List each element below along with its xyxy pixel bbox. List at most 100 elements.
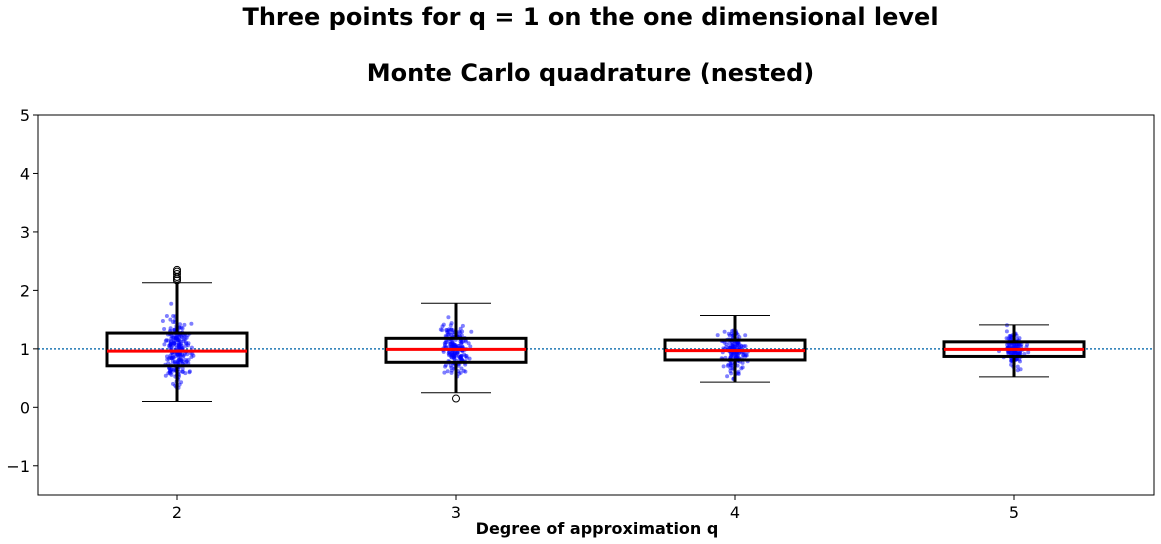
data-point bbox=[1018, 343, 1023, 348]
data-point bbox=[178, 322, 182, 327]
data-point bbox=[450, 340, 455, 345]
chart-subtitle: Monte Carlo quadrature (nested) bbox=[366, 59, 815, 87]
data-point bbox=[458, 326, 463, 331]
data-point bbox=[442, 370, 447, 375]
box-4 bbox=[663, 315, 807, 383]
data-point bbox=[443, 364, 448, 369]
data-point bbox=[448, 363, 453, 368]
data-point bbox=[452, 344, 457, 349]
data-point bbox=[443, 340, 448, 345]
data-point bbox=[162, 342, 167, 347]
data-point bbox=[169, 339, 174, 344]
data-point bbox=[440, 328, 445, 333]
data-point bbox=[177, 342, 182, 347]
data-point bbox=[1004, 329, 1009, 334]
data-point bbox=[445, 369, 450, 374]
data-point bbox=[1014, 333, 1019, 338]
data-point bbox=[174, 342, 179, 347]
data-point bbox=[737, 335, 742, 340]
data-point bbox=[179, 380, 184, 385]
y-tick-label: 3 bbox=[20, 223, 30, 242]
data-point bbox=[186, 361, 191, 366]
data-point bbox=[446, 315, 451, 320]
data-point bbox=[743, 353, 748, 357]
x-tick-label: 2 bbox=[172, 503, 182, 522]
data-point bbox=[715, 333, 720, 338]
data-point bbox=[174, 335, 179, 340]
data-point bbox=[728, 369, 733, 374]
data-point bbox=[446, 330, 451, 335]
data-point bbox=[743, 333, 748, 338]
data-point bbox=[728, 361, 733, 366]
data-point bbox=[170, 335, 175, 340]
box-5 bbox=[942, 324, 1086, 378]
data-point bbox=[165, 357, 170, 362]
data-point bbox=[189, 345, 194, 350]
data-point bbox=[180, 369, 185, 374]
data-point bbox=[172, 367, 176, 372]
data-point bbox=[1026, 350, 1031, 355]
data-point bbox=[165, 354, 169, 359]
data-point bbox=[721, 364, 726, 369]
data-point bbox=[730, 329, 734, 334]
y-axis-ticks: −1 0 1 2 3 4 5 bbox=[6, 106, 38, 476]
data-point bbox=[168, 317, 173, 322]
data-point bbox=[178, 357, 183, 362]
data-point bbox=[181, 354, 185, 359]
data-point bbox=[164, 314, 169, 318]
data-point bbox=[722, 329, 727, 334]
chart-title: Three points for q = 1 on the one dimens… bbox=[242, 3, 939, 31]
data-point bbox=[171, 381, 175, 386]
scatter-points bbox=[159, 301, 1031, 390]
data-point bbox=[450, 353, 455, 357]
data-point bbox=[464, 355, 469, 360]
data-point bbox=[447, 353, 451, 358]
data-point bbox=[183, 357, 188, 362]
data-point bbox=[458, 355, 462, 360]
data-point bbox=[448, 323, 453, 328]
data-point bbox=[163, 373, 168, 378]
data-point bbox=[449, 370, 454, 375]
data-point bbox=[183, 340, 188, 345]
data-point bbox=[727, 341, 732, 346]
data-point bbox=[164, 338, 169, 343]
box-body bbox=[105, 331, 249, 368]
data-point bbox=[167, 370, 172, 375]
data-point bbox=[463, 339, 468, 344]
data-point bbox=[162, 327, 167, 331]
y-tick-label: −1 bbox=[6, 457, 30, 476]
data-point bbox=[461, 368, 466, 373]
data-point bbox=[1005, 342, 1010, 347]
data-point bbox=[181, 337, 186, 342]
y-tick-label: 0 bbox=[20, 398, 30, 417]
box-2 bbox=[105, 265, 249, 402]
data-point bbox=[725, 374, 730, 379]
x-axis-label: Degree of approximation q bbox=[476, 519, 719, 538]
data-point bbox=[739, 344, 744, 349]
data-point bbox=[459, 340, 464, 345]
data-point bbox=[454, 350, 459, 355]
boxes bbox=[105, 265, 1086, 403]
data-point bbox=[735, 363, 740, 368]
data-point bbox=[187, 370, 192, 375]
data-point bbox=[729, 353, 734, 358]
data-point bbox=[1015, 364, 1020, 369]
y-tick-label: 2 bbox=[20, 281, 30, 300]
data-point bbox=[182, 322, 187, 327]
data-point bbox=[440, 324, 445, 329]
x-axis-ticks: 2 3 4 5 bbox=[172, 495, 1019, 522]
data-point bbox=[736, 343, 741, 348]
data-point bbox=[169, 301, 174, 306]
data-point bbox=[733, 344, 738, 349]
y-tick-label: 5 bbox=[20, 106, 30, 125]
data-point bbox=[736, 369, 741, 374]
data-point bbox=[447, 350, 452, 355]
data-point bbox=[726, 331, 731, 336]
y-tick-label: 1 bbox=[20, 340, 30, 359]
data-point bbox=[169, 356, 174, 360]
data-point bbox=[168, 326, 173, 331]
data-point bbox=[740, 360, 745, 365]
y-tick-label: 4 bbox=[20, 164, 30, 183]
data-point bbox=[460, 323, 465, 328]
